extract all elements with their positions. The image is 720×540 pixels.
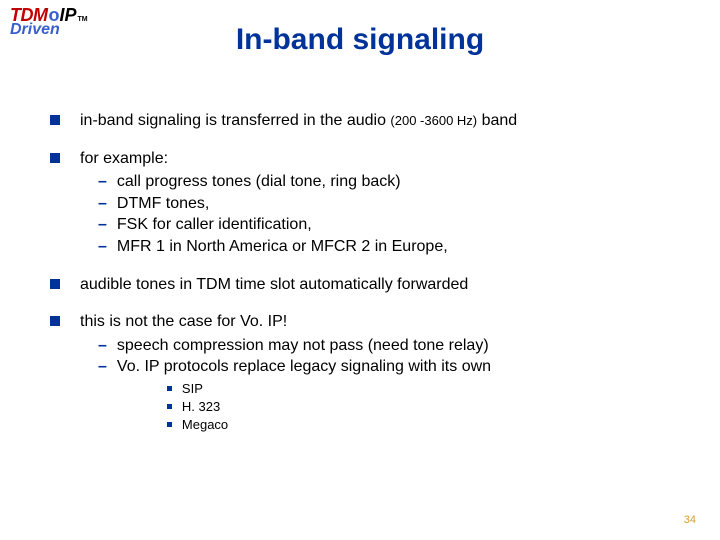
sub-list: – speech compression may not pass (need … [80, 335, 680, 435]
sub-item: – Vo. IP protocols replace legacy signal… [80, 356, 680, 434]
small-square-bullet-icon [167, 404, 172, 409]
logo-text-ip: IP [60, 6, 77, 24]
small-square-bullet-icon [167, 386, 172, 391]
content-area: in-band signaling is transferred in the … [50, 110, 680, 451]
sub-sub-list: SIP H. 323 Megaco [117, 380, 680, 435]
sub-list: – call progress tones (dial tone, ring b… [80, 171, 680, 257]
bullet-text: in-band signaling is transferred in the … [80, 110, 680, 132]
bullet-text-post: band [477, 112, 517, 129]
sub-sub-item: SIP [117, 380, 680, 398]
sub-text: Vo. IP protocols replace legacy signalin… [117, 356, 680, 434]
sub-sub-text: SIP [182, 380, 203, 398]
sub-item: – DTMF tones, [80, 193, 680, 215]
sub-text: call progress tones (dial tone, ring bac… [117, 171, 680, 193]
sub-item: – call progress tones (dial tone, ring b… [80, 171, 680, 193]
bullet-text-freq: (200 -3600 Hz) [390, 113, 477, 128]
bullet-item: audible tones in TDM time slot automatic… [50, 274, 680, 296]
sub-sub-text: H. 323 [182, 398, 220, 416]
sub-sub-text: Megaco [182, 416, 228, 434]
slide-title: In-band signaling [0, 23, 720, 57]
dash-icon: – [98, 356, 107, 378]
square-bullet-icon [50, 153, 60, 163]
bullet-text: for example: – call progress tones (dial… [80, 148, 680, 258]
bullet-text-main: this is not the case for Vo. IP! [80, 313, 287, 330]
bullet-text: this is not the case for Vo. IP! – speec… [80, 311, 680, 434]
sub-text: MFR 1 in North America or MFCR 2 in Euro… [117, 236, 680, 258]
dash-icon: – [98, 236, 107, 258]
bullet-text-main: for example: [80, 150, 168, 167]
bullet-item: for example: – call progress tones (dial… [50, 148, 680, 258]
dash-icon: – [98, 335, 107, 357]
sub-item: – MFR 1 in North America or MFCR 2 in Eu… [80, 236, 680, 258]
sub-text: FSK for caller identification, [117, 214, 680, 236]
logo-text-tm: TM [78, 16, 88, 23]
sub-sub-item: H. 323 [117, 398, 680, 416]
sub-item: – FSK for caller identification, [80, 214, 680, 236]
sub-text: speech compression may not pass (need to… [117, 335, 680, 357]
bullet-text: audible tones in TDM time slot automatic… [80, 274, 680, 296]
bullet-item: in-band signaling is transferred in the … [50, 110, 680, 132]
sub-sub-item: Megaco [117, 416, 680, 434]
dash-icon: – [98, 171, 107, 193]
bullet-item: this is not the case for Vo. IP! – speec… [50, 311, 680, 434]
sub-text: DTMF tones, [117, 193, 680, 215]
dash-icon: – [98, 214, 107, 236]
square-bullet-icon [50, 316, 60, 326]
sub-text-main: Vo. IP protocols replace legacy signalin… [117, 358, 491, 375]
square-bullet-icon [50, 279, 60, 289]
bullet-text-pre: in-band signaling is transferred in the … [80, 112, 390, 129]
square-bullet-icon [50, 115, 60, 125]
small-square-bullet-icon [167, 422, 172, 427]
page-number: 34 [684, 514, 696, 526]
sub-item: – speech compression may not pass (need … [80, 335, 680, 357]
dash-icon: – [98, 193, 107, 215]
